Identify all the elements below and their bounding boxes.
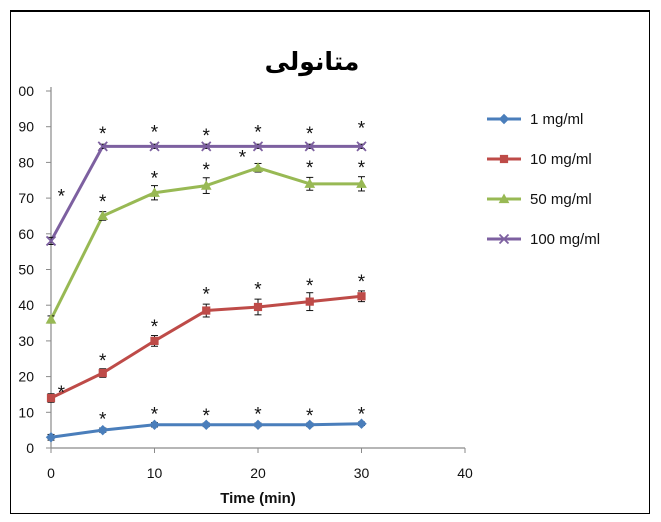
significance-star: * [306, 124, 314, 145]
data-point [305, 297, 314, 306]
series-100-mg-ml [45, 141, 367, 247]
y-tick-label: 0 [26, 440, 34, 456]
significance-star: * [358, 272, 366, 293]
data-point [201, 419, 212, 431]
y-tick-label: 00 [18, 83, 34, 99]
data-point [356, 141, 367, 152]
x-tick-label: 0 [47, 465, 55, 481]
data-point [304, 141, 315, 152]
data-point [252, 141, 264, 152]
significance-star: * [203, 285, 211, 306]
significance-star: * [358, 119, 366, 140]
x-tick-label: 10 [147, 465, 163, 481]
significance-star: * [99, 410, 107, 431]
significance-star: * [99, 351, 107, 372]
y-tick-label: 60 [18, 226, 34, 242]
significance-star: * [239, 147, 247, 168]
significance-star: * [203, 160, 211, 181]
chart-title: متانولی [265, 47, 360, 77]
legend-item: 100 mg/ml [487, 231, 600, 248]
y-tick-label: 20 [18, 369, 34, 385]
data-point [356, 418, 367, 429]
x-axis-ticks: 0 10 20 30 40 [47, 448, 473, 481]
significance-star: * [99, 124, 107, 145]
data-point [498, 193, 510, 204]
legend-item: 50 mg/ml [487, 191, 592, 208]
significance-star: * [306, 406, 314, 427]
legend-item: 10 mg/ml [487, 151, 592, 168]
x-tick-label: 20 [250, 465, 266, 481]
data-point [356, 178, 367, 188]
y-tick-label: 70 [18, 190, 34, 206]
data-point [45, 432, 57, 443]
legend-label: 50 mg/ml [530, 191, 592, 208]
data-point [498, 113, 510, 125]
y-tick-label: 80 [18, 154, 34, 170]
data-point [201, 141, 212, 152]
chart-frame [10, 10, 650, 514]
x-tick-label: 40 [457, 465, 473, 481]
data-point [304, 178, 316, 188]
data-point [498, 233, 510, 245]
data-point [97, 141, 108, 152]
x-tick-label: 30 [354, 465, 370, 481]
series-layer [45, 141, 367, 443]
data-point [97, 210, 109, 221]
y-tick-label: 90 [18, 119, 34, 135]
significance-star: * [99, 192, 107, 213]
data-point [98, 368, 107, 378]
data-point [304, 419, 315, 431]
significance-annotations: * * * * * * * * * * * * * * * * * * * * * * * * * * [58, 119, 366, 431]
data-point [149, 419, 160, 431]
data-point [150, 336, 159, 345]
data-point [252, 419, 264, 431]
series-50-mg-ml [45, 162, 367, 324]
data-point [45, 235, 57, 247]
y-tick-label: 30 [18, 333, 34, 349]
significance-star: * [151, 169, 159, 190]
data-point [200, 180, 212, 190]
significance-star: * [306, 158, 314, 179]
legend-label: 100 mg/ml [530, 231, 600, 248]
data-point [97, 424, 108, 436]
y-tick-label: 50 [18, 262, 34, 278]
legend: 1 mg/ml 10 mg/ml 50 mg/ml 100 mg/ml [487, 111, 600, 248]
series-10-mg-ml [46, 290, 366, 403]
significance-star: * [151, 404, 159, 425]
data-point [253, 302, 263, 312]
significance-star: * [358, 404, 366, 425]
data-point [357, 292, 366, 301]
significance-star: * [254, 404, 262, 425]
legend-label: 10 mg/ml [530, 151, 592, 168]
significance-star: * [254, 122, 262, 143]
y-axis-ticks: 0 10 20 30 40 50 60 70 80 90 00 [18, 83, 51, 456]
data-point [149, 141, 160, 152]
significance-star: * [203, 126, 211, 147]
y-tick-label: 40 [18, 297, 34, 313]
significance-star: * [151, 317, 159, 338]
significance-star: * [203, 406, 211, 427]
significance-star: * [58, 187, 66, 208]
significance-star: * [358, 158, 366, 179]
significance-star: * [58, 383, 66, 404]
data-point [499, 154, 509, 164]
significance-star: * [254, 279, 262, 300]
data-point [45, 313, 57, 324]
legend-label: 1 mg/ml [530, 111, 583, 128]
data-point [46, 393, 56, 403]
series-1-mg-ml [45, 418, 367, 443]
significance-star: * [151, 122, 159, 143]
significance-star: * [306, 276, 314, 297]
y-tick-label: 10 [18, 404, 34, 420]
x-axis-label: Time (min) [220, 490, 296, 507]
legend-item: 1 mg/ml [487, 111, 583, 128]
data-point [202, 306, 211, 315]
data-point [149, 187, 160, 197]
data-point [252, 162, 264, 172]
